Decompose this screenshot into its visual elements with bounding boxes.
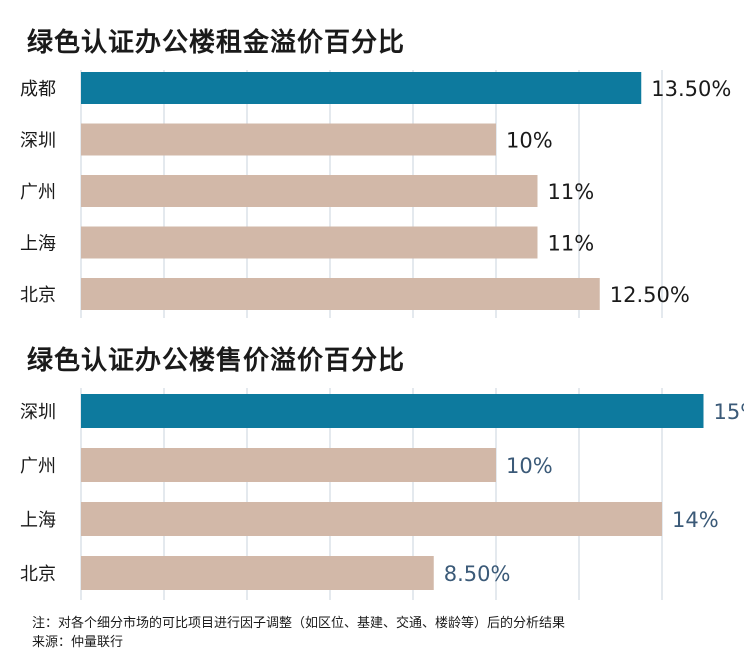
value-label-rent-4: 12.50% — [610, 283, 690, 307]
category-label-price-2: 上海 — [20, 510, 56, 531]
chart-rent: 成都 13.50% 深圳 10% 广州 11% 上海 11% 北京 12.50% — [20, 72, 731, 310]
bar-price-3 — [81, 556, 434, 590]
bar-rent-2 — [81, 175, 538, 207]
category-label-rent-1: 深圳 — [20, 131, 56, 152]
category-label-price-0: 深圳 — [20, 402, 56, 423]
bar-price-2 — [81, 502, 662, 536]
chart-title-price: 绿色认证办公楼售价溢价百分比 — [27, 346, 406, 376]
category-label-price-1: 广州 — [20, 456, 56, 477]
footnote-source: 来源：仲量联行 — [32, 635, 124, 650]
value-label-rent-1: 10% — [506, 129, 553, 153]
bar-rent-4 — [81, 278, 600, 310]
value-label-price-3: 8.50% — [444, 562, 511, 586]
category-label-rent-3: 上海 — [20, 234, 56, 255]
value-label-price-1: 10% — [506, 454, 553, 478]
category-label-rent-2: 广州 — [20, 182, 56, 203]
bar-rent-0 — [81, 72, 642, 104]
chart-price: 深圳 15% 广州 10% 上海 14% 北京 8.50% — [20, 394, 744, 590]
value-label-price-2: 14% — [672, 508, 719, 532]
category-label-rent-4: 北京 — [20, 285, 56, 306]
bar-price-1 — [81, 448, 496, 482]
category-label-rent-0: 成都 — [20, 79, 56, 100]
bar-price-0 — [81, 394, 704, 428]
value-label-rent-0: 13.50% — [651, 77, 731, 101]
bar-rent-1 — [81, 123, 496, 156]
value-label-price-0: 15% — [714, 400, 744, 424]
category-label-price-3: 北京 — [20, 564, 56, 585]
footnote-note: 注：对各个细分市场的可比项目进行因子调整（如区位、基建、交通、楼龄等）后的分析结… — [32, 616, 566, 631]
value-label-rent-3: 11% — [548, 232, 595, 256]
value-label-rent-2: 11% — [548, 180, 595, 204]
chart-title-rent: 绿色认证办公楼租金溢价百分比 — [27, 28, 406, 58]
bar-rent-3 — [81, 226, 538, 259]
